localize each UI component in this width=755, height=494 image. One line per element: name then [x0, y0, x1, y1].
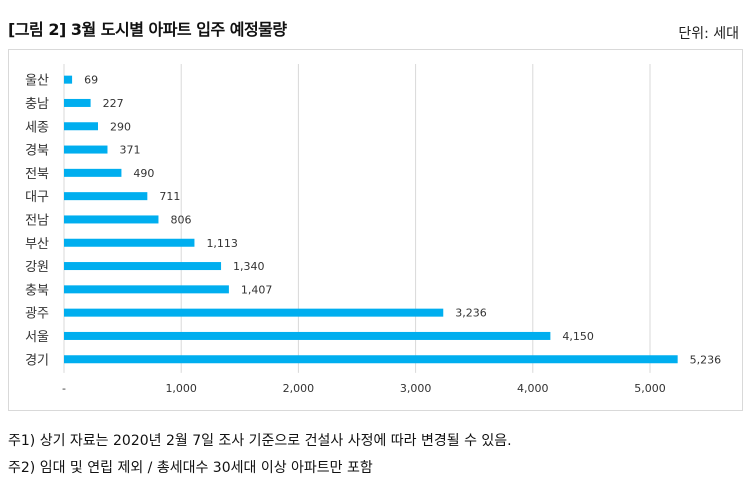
- x-tick-label: 5,000: [634, 382, 666, 395]
- category-label: 부산: [25, 237, 49, 252]
- bar-chart: - 1,000 2,000 3,000 4,000 5,000 울산 69 충남 227 세종 290…: [25, 64, 722, 395]
- footnote-2: 주2) 임대 및 연립 제외 / 총세대수 30세대 이상 아파트만 포함: [8, 460, 373, 476]
- data-label: 711: [159, 190, 180, 203]
- category-label: 충북: [25, 283, 49, 298]
- category-label: 전남: [25, 213, 49, 228]
- bar: [64, 122, 98, 131]
- x-tick-label: -: [62, 382, 66, 395]
- bar: [64, 75, 73, 84]
- bar: [64, 331, 551, 340]
- category-label: 세종: [25, 120, 49, 135]
- data-label: 3,236: [455, 307, 487, 320]
- bar: [64, 168, 122, 177]
- bar: [64, 355, 678, 364]
- data-label: 806: [170, 213, 191, 226]
- chart-area: - 1,000 2,000 3,000 4,000 5,000 울산 69 충남 227 세종 290…: [8, 49, 743, 411]
- bar: [64, 98, 91, 107]
- data-label: 1,340: [233, 260, 265, 273]
- data-label: 69: [84, 74, 98, 87]
- category-label: 경북: [25, 144, 49, 159]
- category-label: 강원: [25, 260, 49, 275]
- unit-label: 단위: 세대: [678, 26, 739, 42]
- bar: [64, 262, 222, 271]
- footnote-1: 주1) 상기 자료는 2020년 2월 7일 조사 기준으로 건설사 사정에 따…: [8, 433, 512, 449]
- category-label: 서울: [25, 330, 49, 345]
- data-label: 5,236: [690, 353, 722, 366]
- data-label: 4,150: [562, 330, 594, 343]
- category-label: 충남: [25, 97, 49, 112]
- data-label: 1,113: [206, 237, 238, 250]
- bar: [64, 215, 159, 224]
- category-label: 경기: [25, 353, 49, 368]
- bar: [64, 308, 444, 317]
- data-label: 227: [103, 97, 124, 110]
- data-label: 290: [110, 120, 131, 133]
- category-label: 광주: [25, 307, 49, 322]
- x-tick-label: 2,000: [283, 382, 315, 395]
- x-tick-label: 1,000: [165, 382, 197, 395]
- chart-title: [그림 2] 3월 도시별 아파트 입주 예정물량: [8, 20, 287, 39]
- category-label: 전북: [25, 167, 49, 182]
- footnotes: 주1) 상기 자료는 2020년 2월 7일 조사 기준으로 건설사 사정에 따…: [8, 428, 512, 482]
- data-label: 371: [119, 144, 140, 157]
- x-tick-label: 4,000: [517, 382, 549, 395]
- category-label: 울산: [25, 74, 49, 89]
- bar: [64, 238, 195, 247]
- data-label: 490: [133, 167, 154, 180]
- bar: [64, 192, 148, 201]
- x-tick-label: 3,000: [400, 382, 432, 395]
- category-label: 대구: [25, 190, 49, 205]
- data-label: 1,407: [241, 283, 272, 296]
- bar: [64, 145, 108, 154]
- bar: [64, 285, 229, 294]
